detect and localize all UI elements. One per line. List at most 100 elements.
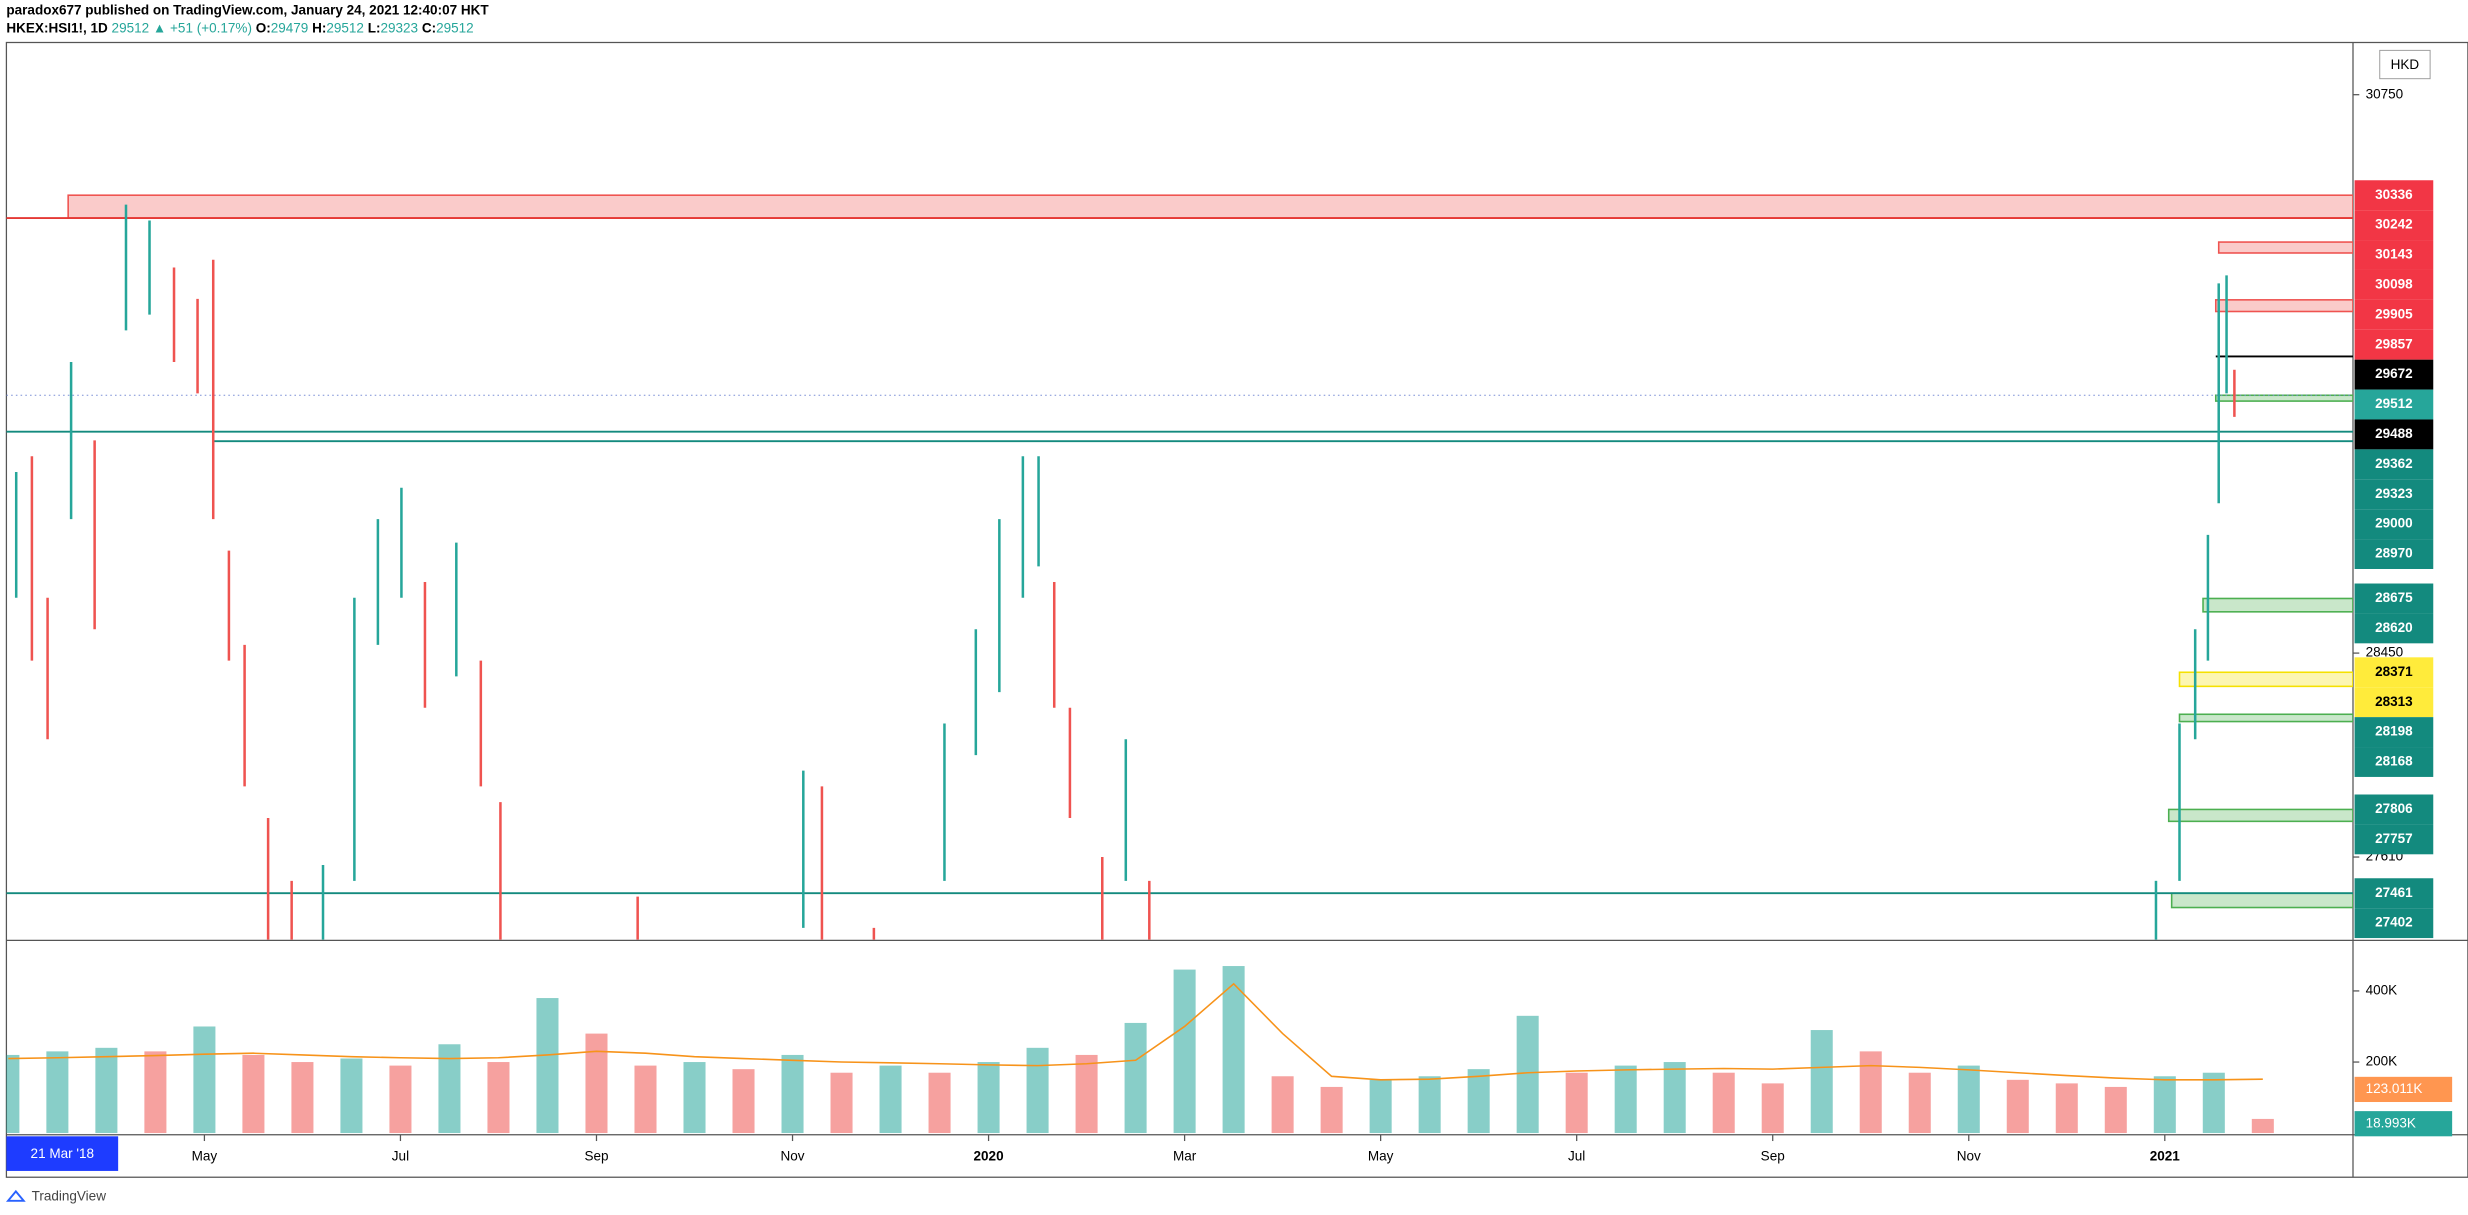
price-label: 28371	[2375, 664, 2413, 679]
x-tick-label: Mar	[1173, 1148, 1197, 1163]
volume-bar	[1418, 1076, 1441, 1134]
price-label-box	[2354, 329, 2434, 360]
price-label: 27757	[2375, 831, 2413, 846]
price-label: 30098	[2375, 276, 2413, 291]
price-label: 29512	[2375, 396, 2413, 411]
currency: HKD	[2391, 57, 2420, 72]
last-price: 29512	[112, 20, 150, 35]
footer: TradingView	[32, 1188, 107, 1203]
cursor-label: 21 Mar '18	[31, 1146, 94, 1161]
zone	[2170, 892, 2353, 909]
x-tick-label: Jul	[392, 1148, 409, 1163]
zone	[2214, 299, 2353, 313]
x-tick-label: May	[1368, 1148, 1394, 1163]
price-label: 30143	[2375, 247, 2413, 262]
zone	[2202, 597, 2353, 613]
x-tick-label: Sep	[1761, 1148, 1785, 1163]
volume-bar	[242, 1054, 265, 1134]
volume-bar	[340, 1058, 363, 1134]
price-label-box	[2354, 613, 2434, 644]
price-label-box	[2354, 509, 2434, 540]
x-tick-label: Nov	[781, 1148, 805, 1163]
zone	[2178, 671, 2353, 688]
price-label-box	[2354, 180, 2434, 211]
price-label: 28168	[2375, 754, 2413, 769]
price-label: 28970	[2375, 546, 2413, 561]
volume-marker	[2354, 1076, 2453, 1103]
volume-bar	[389, 1065, 412, 1134]
volume-bar	[1173, 969, 1196, 1134]
volume-bar	[1271, 1076, 1294, 1134]
x-tick-label: Sep	[584, 1148, 608, 1163]
volume-bar	[1810, 1030, 1833, 1134]
volume-bar	[2055, 1083, 2078, 1134]
volume-marker-label: 123.011K	[2366, 1081, 2423, 1096]
volume-bar	[1222, 966, 1245, 1134]
price-label-box	[2354, 240, 2434, 270]
zone	[2214, 394, 2353, 402]
price-pane	[6, 194, 2353, 940]
price-label: 30242	[2375, 217, 2413, 232]
price-label-box	[2354, 389, 2434, 420]
volume-marker-label: 18.993K	[2366, 1115, 2416, 1130]
low: 29323	[380, 20, 418, 35]
volume-bar	[1026, 1047, 1049, 1134]
volume-bar	[95, 1047, 118, 1134]
low-label: L:	[368, 20, 381, 35]
x-tick-label: May	[192, 1148, 218, 1163]
x-tick-label: Nov	[1957, 1148, 1981, 1163]
price-label: 27402	[2375, 915, 2413, 930]
volume-bar	[2104, 1086, 2127, 1134]
volume-bar	[438, 1044, 461, 1134]
volume-bar	[2153, 1076, 2176, 1134]
volume-bar	[487, 1062, 510, 1134]
price-label: 29857	[2375, 336, 2413, 351]
volume-bar	[1565, 1072, 1588, 1134]
volume-bar	[2202, 1072, 2225, 1134]
volume-bar	[781, 1054, 804, 1134]
x-tick-label: Jul	[1568, 1148, 1585, 1163]
volume-bar	[1957, 1065, 1980, 1134]
price-label-box	[2354, 359, 2434, 390]
price-label-box	[2354, 449, 2434, 480]
price-label-box	[2354, 717, 2434, 748]
high: 29512	[326, 20, 364, 35]
volume-bar	[193, 1026, 216, 1134]
published-line: paradox677 published on TradingView.com,…	[6, 3, 489, 18]
volume-bar	[1663, 1062, 1686, 1134]
open: 29479	[271, 20, 309, 35]
price-label-box	[2354, 824, 2434, 855]
price-label: 29323	[2375, 486, 2413, 501]
price-label: 29672	[2375, 366, 2413, 381]
price-label: 30336	[2375, 187, 2413, 202]
volume-bar	[1761, 1083, 1784, 1134]
price-label-box	[2354, 747, 2434, 777]
price-label-box	[2354, 539, 2434, 569]
cursor-label-box	[6, 1136, 119, 1171]
volume-bar	[634, 1065, 657, 1134]
logo	[5, 1189, 26, 1202]
price-label: 29000	[2375, 516, 2413, 531]
price-label: 29905	[2375, 306, 2413, 321]
volume-bar	[536, 998, 559, 1134]
volume-bar	[732, 1069, 755, 1134]
high-label: H:	[312, 20, 326, 35]
volume-y-tick-label: 400K	[2366, 983, 2398, 998]
volume-bar	[1124, 1022, 1147, 1134]
y-tick-label: 28450	[2366, 645, 2404, 660]
price-label-box	[2354, 419, 2434, 450]
price-label: 29488	[2375, 426, 2413, 441]
volume-bar	[977, 1062, 1000, 1134]
zone	[67, 194, 2353, 219]
volume-bar	[1369, 1079, 1392, 1134]
zone	[2167, 808, 2353, 823]
volume-bar	[1467, 1069, 1490, 1134]
zone	[2178, 713, 2353, 723]
volume-bar	[928, 1072, 951, 1134]
y-tick-label: 30750	[2366, 86, 2404, 101]
volume-bar	[879, 1065, 902, 1134]
volume-bar	[1908, 1072, 1931, 1134]
price-label: 27461	[2375, 885, 2413, 900]
